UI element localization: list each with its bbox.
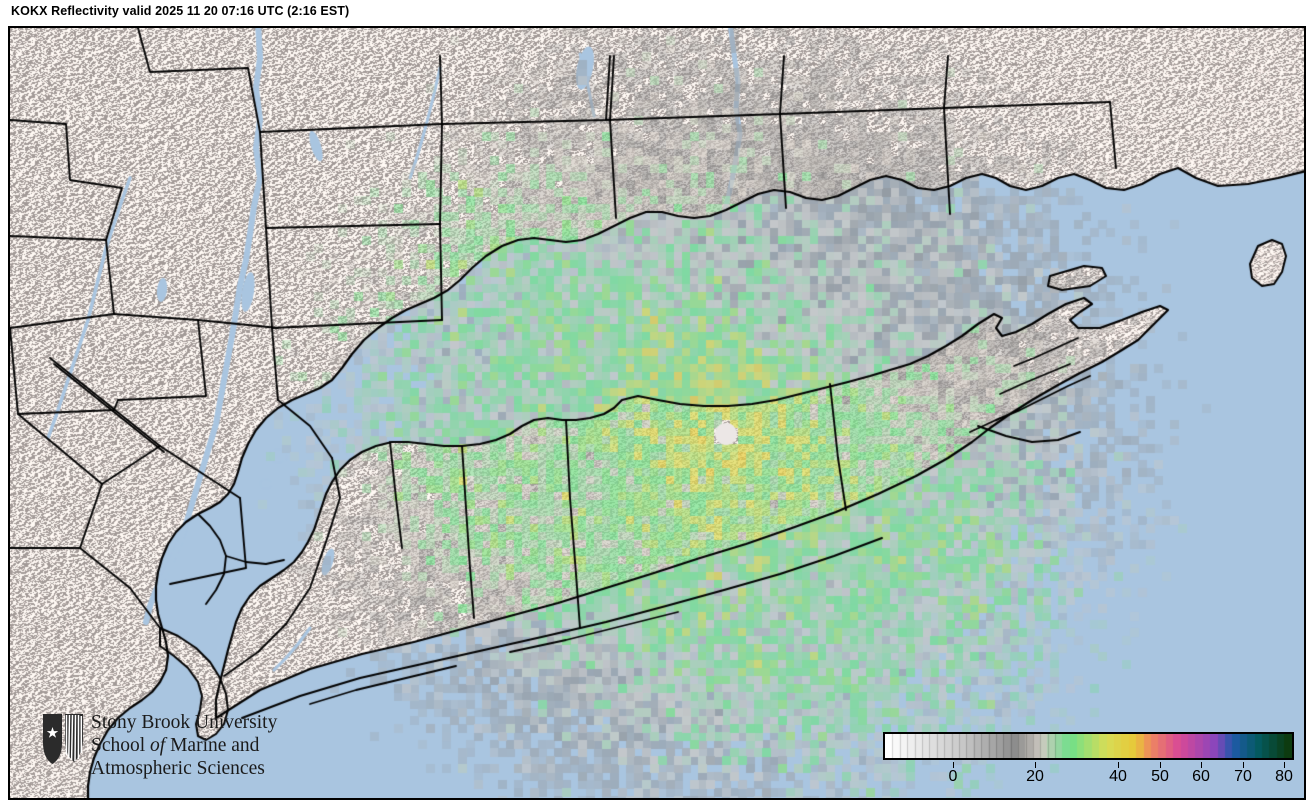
colorbar-label-20: 20 xyxy=(1026,768,1044,785)
colorbar-label-70: 70 xyxy=(1234,768,1252,785)
colorbar-tick-80 xyxy=(1284,762,1285,768)
colorbar-canvas xyxy=(885,734,1292,758)
colorbar-tick-70 xyxy=(1243,762,1244,768)
colorbar-label-60: 60 xyxy=(1192,768,1210,785)
colorbar-label-50: 50 xyxy=(1151,768,1169,785)
colorbar-label-0: 0 xyxy=(948,768,958,785)
political-boundaries-layer xyxy=(10,28,1304,798)
colorbar-gradient xyxy=(883,732,1294,760)
colorbar-tick-row: 0 20 40 50 60 70 80 xyxy=(874,762,1299,792)
colorbar-label-80: 80 xyxy=(1275,768,1293,785)
colorbar-tick-0 xyxy=(953,762,954,768)
radar-map-canvas-stack xyxy=(10,28,1304,798)
page-title: KOKX Reflectivity valid 2025 11 20 07:16… xyxy=(11,4,350,18)
colorbar-tick-20 xyxy=(1035,762,1036,768)
colorbar-tick-40 xyxy=(1118,762,1119,768)
reflectivity-colorbar[interactable]: 0 20 40 50 60 70 80 xyxy=(874,732,1299,794)
colorbar-tick-50 xyxy=(1160,762,1161,768)
radar-map-frame[interactable]: Stony Brook University School of Marine … xyxy=(8,26,1306,800)
colorbar-label-40: 40 xyxy=(1109,768,1127,785)
colorbar-tick-60 xyxy=(1201,762,1202,768)
